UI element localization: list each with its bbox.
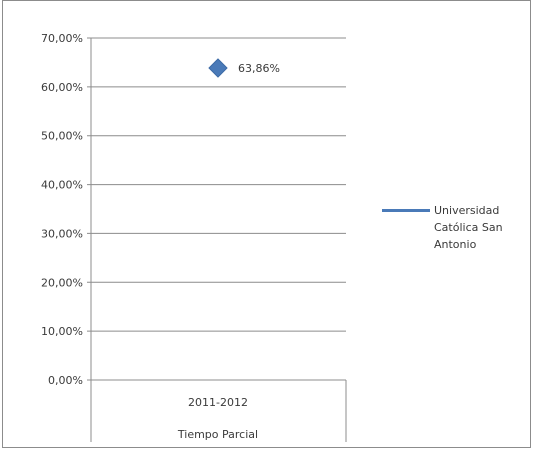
y-tick-label: 60,00% (41, 81, 83, 94)
legend-series-line (382, 209, 430, 212)
y-axis-ticks: 0,00% 10,00% 20,00% 30,00% 40,00% 50,00% 60,00… (41, 32, 83, 387)
data-label: 63,86% (238, 62, 280, 75)
y-tick-label: 50,00% (41, 130, 83, 143)
y-tick-label: 40,00% (41, 179, 83, 192)
y-tick-label: 70,00% (41, 32, 83, 45)
legend: Universidad Católica San Antonio (382, 202, 534, 253)
legend-series-label: Universidad Católica San Antonio (434, 204, 503, 251)
gridlines (87, 37, 346, 381)
data-point-marker (208, 58, 228, 78)
y-tick-label: 0,00% (48, 374, 83, 387)
category-label-type: Tiempo Parcial (177, 428, 258, 441)
y-tick-label: 30,00% (41, 227, 83, 240)
category-label-period: 2011-2012 (188, 396, 248, 409)
y-tick-label: 20,00% (41, 276, 83, 289)
data-points: 63,86% (208, 58, 280, 78)
y-tick-label: 10,00% (41, 325, 83, 338)
